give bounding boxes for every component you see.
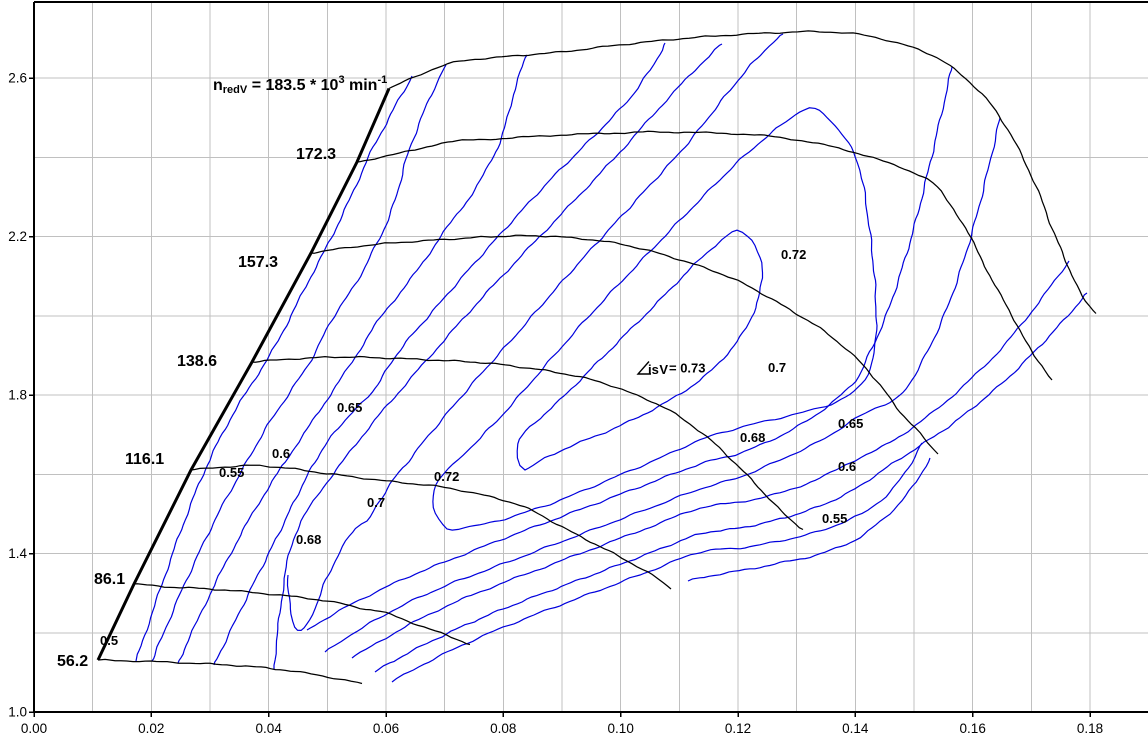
svg-text:nredV = 183.5 * 103 min-1: nredV = 183.5 * 103 min-1 [213, 74, 387, 96]
svg-text:116.1: 116.1 [125, 451, 164, 468]
svg-text:0.68: 0.68 [296, 532, 321, 547]
svg-text:0.6: 0.6 [272, 446, 290, 461]
svg-text:138.6: 138.6 [177, 353, 217, 370]
svg-text:= 0.73: = 0.73 [669, 361, 706, 376]
svg-text:0.68: 0.68 [740, 430, 765, 445]
svg-text:56.2: 56.2 [57, 653, 88, 670]
svg-text:isV: isV [648, 362, 668, 377]
svg-text:1.0: 1.0 [8, 705, 27, 720]
svg-text:1.4: 1.4 [8, 546, 27, 561]
svg-text:0.06: 0.06 [373, 721, 399, 736]
svg-text:0.12: 0.12 [725, 721, 751, 736]
svg-text:1.8: 1.8 [8, 388, 27, 403]
svg-text:0.18: 0.18 [1077, 721, 1103, 736]
svg-text:0.55: 0.55 [219, 465, 244, 480]
svg-text:0.72: 0.72 [434, 469, 459, 484]
svg-text:0.65: 0.65 [337, 400, 362, 415]
svg-text:0.10: 0.10 [608, 721, 634, 736]
svg-text:0.02: 0.02 [138, 721, 164, 736]
svg-text:0.7: 0.7 [768, 360, 786, 375]
svg-text:2.6: 2.6 [8, 71, 27, 86]
svg-text:172.3: 172.3 [296, 146, 336, 163]
svg-text:86.1: 86.1 [94, 571, 125, 588]
svg-text:0.14: 0.14 [842, 721, 869, 736]
svg-text:0.65: 0.65 [838, 416, 863, 431]
svg-text:0.08: 0.08 [490, 721, 516, 736]
svg-text:157.3: 157.3 [238, 254, 278, 271]
svg-text:0.6: 0.6 [838, 459, 856, 474]
svg-text:0.7: 0.7 [367, 495, 385, 510]
svg-text:0.55: 0.55 [822, 511, 847, 526]
svg-text:0.72: 0.72 [781, 247, 806, 262]
svg-text:0.04: 0.04 [256, 721, 283, 736]
svg-text:0.5: 0.5 [100, 633, 118, 648]
svg-text:0.16: 0.16 [960, 721, 986, 736]
svg-text:0.00: 0.00 [21, 721, 47, 736]
svg-text:2.2: 2.2 [8, 229, 27, 244]
